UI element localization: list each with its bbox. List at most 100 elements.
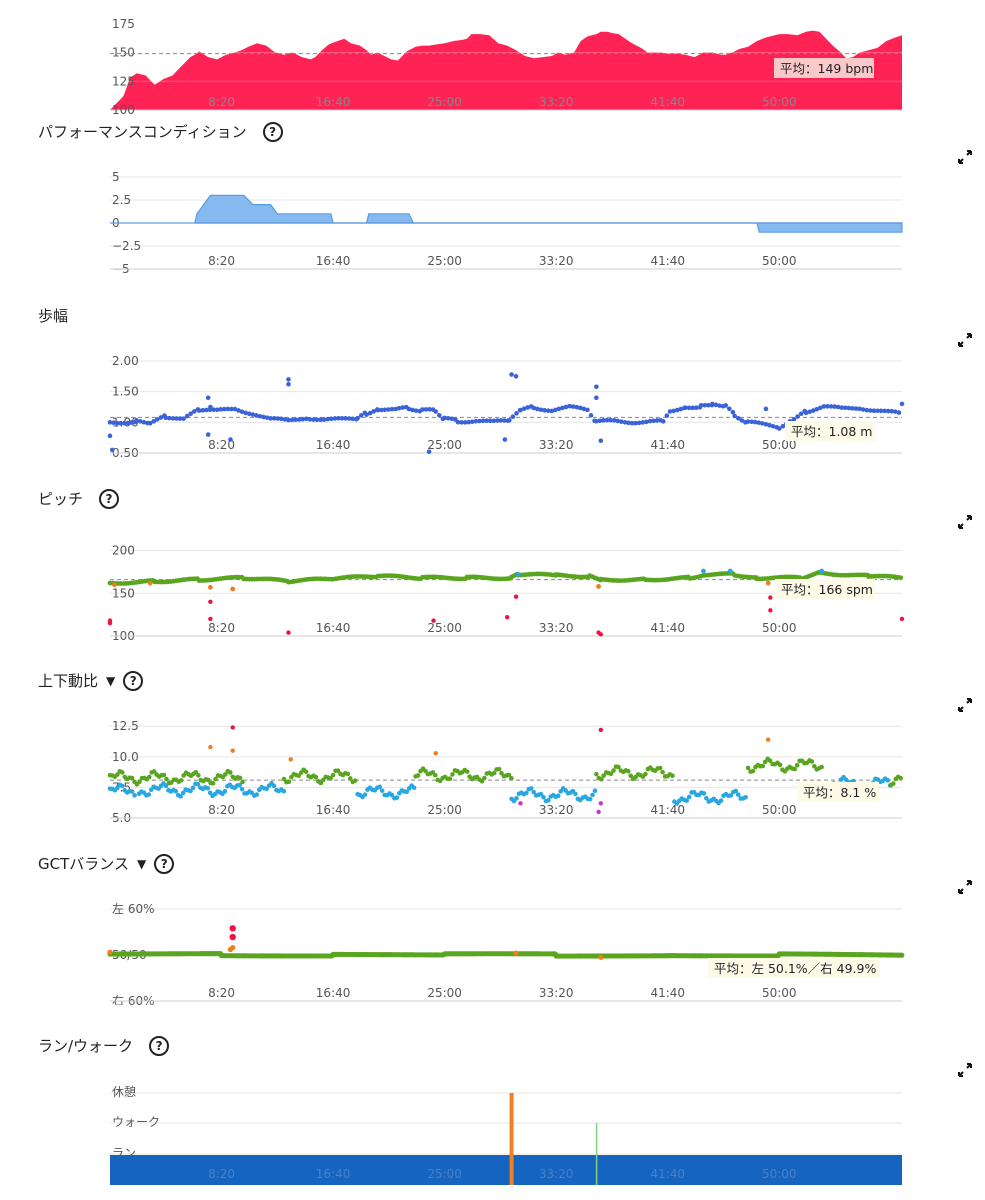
expand-icon[interactable] <box>958 515 972 529</box>
stride-point <box>321 417 327 422</box>
y-tick-label: 150 <box>112 46 135 60</box>
condition-section-title: パフォーマンスコンディション ? <box>38 121 283 142</box>
help-icon[interactable]: ? <box>123 670 144 691</box>
pitch-outlier <box>147 580 153 586</box>
help-icon[interactable]: ? <box>99 488 120 509</box>
vratio-point <box>286 779 292 785</box>
stride-point <box>184 413 190 419</box>
vratio-point <box>379 788 385 793</box>
vratio-point <box>479 778 485 784</box>
stride-point <box>507 417 512 423</box>
stride-outlier <box>513 374 519 379</box>
vratio-point <box>762 759 768 765</box>
caret-down-icon[interactable]: ▼ <box>136 856 147 871</box>
pitch-chart: 200 150 100 8:20 16:40 25:00 33:20 41:40 50:00 平均… <box>107 544 905 640</box>
stride-point <box>158 415 164 420</box>
stride-point <box>651 418 656 424</box>
pitch-outlier <box>208 616 213 622</box>
help-icon[interactable]: ? <box>149 1035 170 1056</box>
pitch-outlier <box>819 568 825 574</box>
vratio-point <box>129 775 135 781</box>
x-tick-label: 50:00 <box>762 254 797 268</box>
stride-point <box>375 407 381 413</box>
stride-point <box>232 406 238 412</box>
y-tick-label: 125 <box>112 74 135 88</box>
stride-outlier <box>208 404 213 410</box>
vratio-point <box>524 790 529 796</box>
expand-icon[interactable] <box>958 1063 972 1077</box>
stride-point <box>850 406 855 411</box>
y-tick-label: 5 <box>112 170 120 184</box>
stride-point <box>282 417 288 422</box>
stride-point <box>563 404 569 410</box>
help-icon[interactable]: ? <box>262 121 283 142</box>
vratio-point <box>210 781 216 786</box>
stride-point <box>604 417 610 423</box>
stride-outlier <box>228 437 233 442</box>
vratio-point <box>313 774 319 780</box>
caret-down-icon[interactable]: ▼ <box>106 673 116 688</box>
vratio-point <box>587 796 593 802</box>
stride-point <box>236 408 241 413</box>
stride-point <box>577 405 583 411</box>
stride-point <box>406 406 412 412</box>
stride-point <box>350 416 356 422</box>
help-icon[interactable]: ? <box>154 853 175 874</box>
expand-icon[interactable] <box>958 880 972 894</box>
stride-point <box>667 409 673 414</box>
stride-point <box>314 417 320 423</box>
stride-point <box>654 418 660 423</box>
vratio-point <box>222 788 228 794</box>
vratio-point <box>227 770 233 775</box>
x-tick-label: 50:00 <box>762 803 797 817</box>
vratio-point <box>792 766 797 772</box>
stride-point <box>882 408 887 414</box>
vratio-point <box>890 781 896 786</box>
stride-point <box>261 414 266 420</box>
vratio-point <box>188 788 193 794</box>
vratio-point <box>129 789 135 794</box>
stride-point <box>364 412 369 417</box>
stride-point <box>163 415 169 421</box>
vratio-point <box>240 779 245 785</box>
stride-point <box>455 419 461 425</box>
stride-point <box>480 418 486 424</box>
vratio-point <box>239 786 245 792</box>
stride-point <box>107 420 113 425</box>
gct-outlier <box>229 925 236 932</box>
stride-point <box>556 406 562 412</box>
stride-point <box>449 416 455 422</box>
y-tick-label: 150 <box>112 586 135 600</box>
vratio-point <box>223 772 228 777</box>
stride-point <box>518 407 523 413</box>
vratio-point <box>151 769 157 774</box>
stride-point <box>735 415 741 421</box>
vratio-point <box>432 772 438 778</box>
stride-outlier <box>205 432 211 437</box>
stride-point <box>396 405 402 411</box>
vratio-point <box>686 794 692 800</box>
vratio-point <box>573 791 578 797</box>
pitch-outlier <box>112 582 117 588</box>
stride-point <box>510 414 516 420</box>
average-label-bg <box>708 958 880 978</box>
stride-point <box>325 416 331 422</box>
average-label-bg <box>775 579 875 599</box>
stride-point <box>336 416 341 421</box>
stride-point <box>423 407 429 412</box>
stride-point <box>795 414 800 419</box>
x-tick-label: 16:40 <box>316 95 351 109</box>
stride-point <box>229 406 234 412</box>
vratio-point <box>718 798 724 803</box>
pitch-section-title: ピッチ ? <box>38 488 120 509</box>
expand-icon[interactable] <box>958 150 972 164</box>
stride-point <box>494 418 500 423</box>
stride-point <box>798 411 804 417</box>
stride-point <box>588 413 594 418</box>
x-tick-label: 50:00 <box>762 95 797 109</box>
expand-icon[interactable] <box>958 698 972 712</box>
x-tick-label: 8:20 <box>208 95 235 109</box>
vratio-outlier <box>230 725 235 730</box>
stride-point <box>459 420 464 425</box>
expand-icon[interactable] <box>958 333 972 347</box>
